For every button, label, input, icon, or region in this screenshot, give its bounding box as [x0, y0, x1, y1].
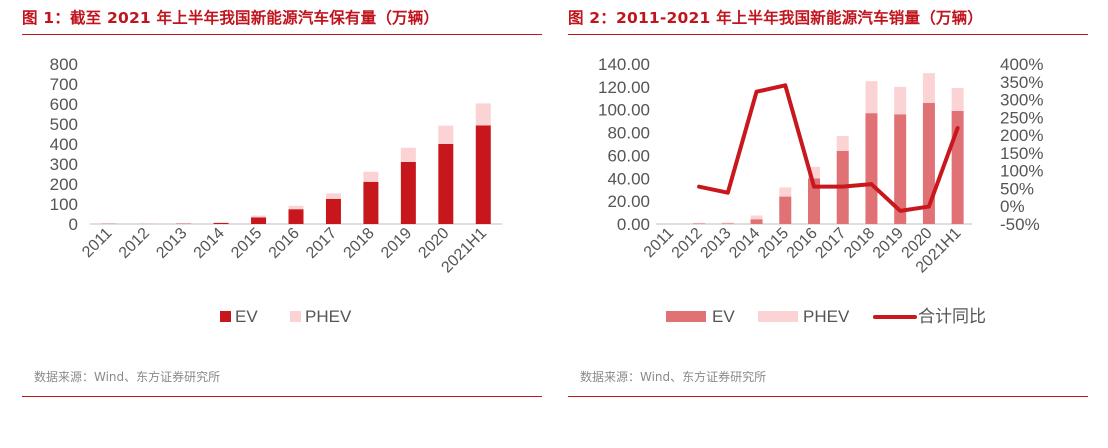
x-tick-label: 2014 [726, 225, 763, 262]
bar-phev-2018 [363, 171, 379, 182]
bar-ev-2016 [288, 209, 304, 224]
legend-label-line: 合计同比 [918, 307, 986, 326]
x-tick-label: 2013 [153, 225, 190, 262]
figure-2-source: 数据来源：Wind、东方证券研究所 [580, 370, 767, 384]
legend-swatch-phev [758, 311, 798, 322]
y-tick-label: 500 [50, 115, 78, 134]
y-tick-label: 0.00 [617, 215, 650, 234]
legend-label-phev: PHEV [803, 307, 850, 326]
legend-swatch-ev [220, 311, 231, 322]
bar-ev-2019 [400, 162, 416, 224]
y-tick-label: 60.00 [607, 146, 650, 165]
x-tick-label: 2017 [303, 225, 340, 262]
bar-phev-2014 [750, 215, 763, 220]
bar-phev-2019 [400, 147, 416, 162]
x-tick-label: 2015 [228, 225, 265, 262]
y-tick-label: 120.00 [598, 78, 650, 97]
bar-phev-2019 [894, 86, 907, 115]
bar-phev-2018 [865, 81, 878, 114]
legend-label-ev: EV [712, 307, 735, 326]
bar-ev-2013 [721, 223, 734, 224]
y-tick-label: 140.00 [598, 55, 650, 74]
bar-phev-2015 [251, 215, 267, 218]
bar-ev-2016 [808, 178, 820, 224]
x-tick-label: 2012 [669, 225, 706, 262]
x-tick-label: 2013 [697, 225, 734, 262]
figure-1-title: 图 1：截至 2021 年上半年我国新能源汽车保有量（万辆） [22, 9, 440, 27]
bar-ev-2014 [213, 223, 229, 224]
bar-phev-2012 [693, 222, 706, 224]
bar-phev-2015 [779, 187, 792, 197]
x-tick-label: 2017 [812, 225, 849, 262]
figure-2-bottom-rule [568, 396, 1088, 397]
x-tick-label: 2016 [784, 225, 821, 262]
legend-label-ev: EV [235, 307, 258, 326]
bar-ev-2014 [750, 219, 763, 224]
legend-swatch-ev [666, 311, 706, 322]
x-tick-label: 2018 [841, 225, 878, 262]
y-tick-label: 400 [50, 135, 78, 154]
legend-swatch-phev [290, 311, 301, 322]
bar-ev-2019 [894, 114, 907, 224]
bar-phev-2014 [213, 222, 229, 223]
y2-tick-label: 400% [1000, 55, 1043, 74]
bar-phev-2016 [288, 205, 304, 210]
x-tick-label: 2011 [79, 225, 115, 261]
figure-1-panel: 图 1：截至 2021 年上半年我国新能源汽车保有量（万辆） 0 100 200 30… [22, 0, 542, 398]
figure-1-source: 数据来源：Wind、东方证券研究所 [34, 370, 221, 384]
bar-ev-2015 [779, 196, 792, 224]
bar-ev-2017 [325, 199, 341, 224]
y-tick-label: 100 [50, 195, 78, 214]
line-yoy-growth [697, 83, 960, 213]
figure-2-chart: 0.00 20.00 40.00 60.00 80.00 100.00 120.00 140.… [598, 55, 1043, 326]
y2-tick-label: -50% [1000, 215, 1040, 234]
bar-phev-2016 [808, 166, 820, 179]
bar-ev-2012 [693, 223, 706, 224]
figure-2-panel: 图 2：2011-2021 年上半年我国新能源汽车销量（万辆） 0.00 20.0… [568, 0, 1088, 398]
y-tick-label: 600 [50, 95, 78, 114]
y2-tick-label: 250% [1000, 108, 1043, 127]
figure-1-title-rule [22, 34, 542, 35]
y-tick-label: 20.00 [607, 192, 650, 211]
x-tick-label: 2016 [266, 225, 303, 262]
bar-ev-2018 [363, 181, 379, 224]
bar-phev-2013 [721, 222, 734, 224]
x-tick-label: 2015 [755, 225, 792, 262]
x-tick-label: 2018 [341, 225, 378, 262]
y2-tick-label: 300% [1000, 91, 1043, 110]
bar-phev-2017 [836, 136, 849, 151]
x-tick-label: 2014 [191, 225, 228, 262]
bar-ev-2020 [438, 144, 454, 224]
bar-phev-2021H1 [475, 103, 491, 126]
y-tick-label: 100.00 [598, 101, 650, 120]
y2-tick-label: 50% [1000, 179, 1034, 198]
x-tick-label: 2019 [870, 225, 907, 262]
y-tick-label: 40.00 [607, 169, 650, 188]
bar-phev-2021H1 [951, 88, 964, 111]
figure-2-title-rule [568, 34, 1088, 35]
bar-phev-2020 [922, 73, 935, 103]
bar-ev-2018 [865, 113, 878, 224]
y-tick-label: 300 [50, 155, 78, 174]
y-tick-label: 800 [50, 55, 78, 74]
bar-ev-2021H1 [475, 125, 491, 224]
figure-1-bottom-rule [22, 396, 542, 397]
y2-tick-label: 0% [1000, 197, 1025, 216]
y2-tick-label: 200% [1000, 126, 1043, 145]
y2-tick-label: 350% [1000, 73, 1043, 92]
x-tick-label: 2019 [378, 225, 415, 262]
y-tick-label: 700 [50, 75, 78, 94]
y2-tick-label: 100% [1000, 162, 1043, 181]
legend-label-phev: PHEV [305, 307, 352, 326]
y-tick-label: 200 [50, 175, 78, 194]
x-tick-label: 2012 [116, 225, 153, 262]
y-tick-label: 80.00 [607, 124, 650, 143]
figure-2-title: 图 2：2011-2021 年上半年我国新能源汽车销量（万辆） [568, 9, 983, 27]
y2-tick-label: 150% [1000, 144, 1043, 163]
bar-phev-2020 [438, 125, 454, 144]
bar-phev-2017 [325, 193, 341, 199]
bar-ev-2015 [251, 217, 267, 224]
y-tick-label: 0 [69, 215, 78, 234]
